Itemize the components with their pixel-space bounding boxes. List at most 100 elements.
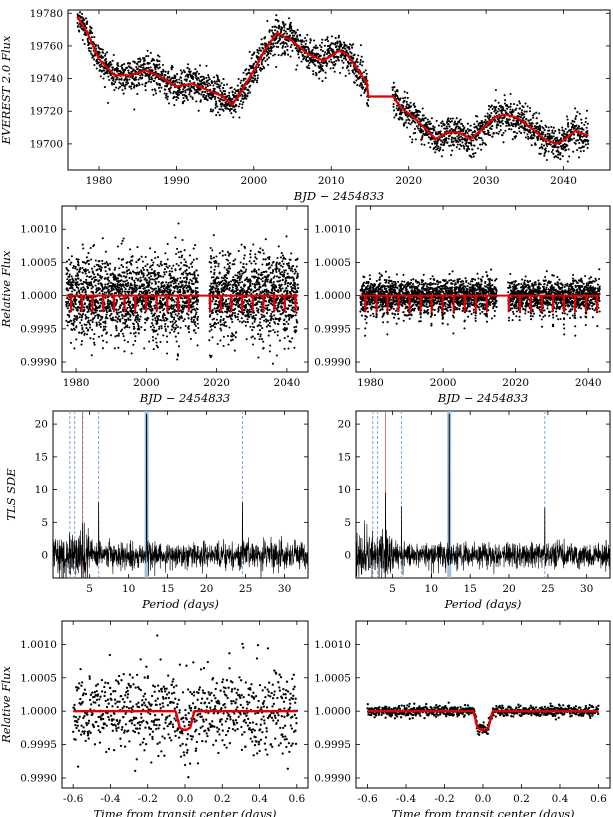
data-point <box>107 75 110 78</box>
data-point <box>505 118 509 121</box>
data-point <box>192 85 195 88</box>
data-point <box>446 120 449 123</box>
data-point <box>138 320 141 323</box>
data-point <box>576 149 579 152</box>
data-point <box>443 123 446 126</box>
data-point <box>145 81 148 84</box>
data-point <box>515 123 518 126</box>
data-point <box>509 102 512 105</box>
data-point <box>297 39 300 42</box>
data-point <box>136 63 139 66</box>
data-point <box>477 134 480 137</box>
data-point <box>470 156 473 159</box>
data-point <box>123 318 126 321</box>
data-point <box>173 318 176 321</box>
data-point <box>544 133 547 136</box>
data-point <box>127 81 130 85</box>
data-point <box>171 66 174 69</box>
data-point <box>546 132 549 135</box>
data-point <box>187 73 190 76</box>
data-point <box>105 287 109 290</box>
data-point <box>466 149 469 152</box>
data-point <box>136 266 139 269</box>
data-point <box>458 147 461 151</box>
data-point <box>100 298 103 301</box>
data-point <box>345 44 348 47</box>
data-point <box>320 61 323 64</box>
data-point <box>66 278 69 281</box>
data-point <box>122 92 125 95</box>
data-point <box>108 78 111 82</box>
data-point <box>348 43 352 46</box>
data-point <box>497 107 500 110</box>
data-point <box>182 96 185 100</box>
data-point <box>279 42 282 45</box>
data-point <box>326 62 329 65</box>
data-point <box>271 31 275 35</box>
data-point <box>142 268 145 271</box>
data-point <box>237 105 240 108</box>
data-point <box>334 43 337 46</box>
data-point <box>109 74 112 77</box>
data-point <box>473 144 476 147</box>
data-point <box>244 96 247 99</box>
axes-frame <box>61 205 309 373</box>
data-point <box>185 272 188 275</box>
data-point <box>254 61 258 64</box>
data-point <box>104 58 108 61</box>
data-point <box>409 123 412 126</box>
data-point <box>134 78 138 81</box>
data-point <box>436 147 439 150</box>
data-point <box>190 311 193 314</box>
data-point <box>306 55 309 58</box>
data-point <box>489 134 492 137</box>
data-point <box>143 59 146 62</box>
data-point <box>195 311 198 314</box>
data-point <box>173 290 176 293</box>
data-point <box>150 282 153 285</box>
data-point <box>79 313 82 316</box>
data-point <box>194 244 197 247</box>
data-point <box>165 94 168 97</box>
data-point <box>525 110 528 113</box>
data-point <box>74 274 78 277</box>
data-point <box>158 291 161 294</box>
data-point <box>184 261 187 264</box>
data-point <box>425 121 428 124</box>
data-point <box>302 40 306 43</box>
data-point <box>523 116 526 119</box>
data-point <box>137 278 140 281</box>
data-point <box>353 72 356 75</box>
data-point <box>306 33 309 36</box>
data-point <box>278 38 282 41</box>
data-point <box>121 64 124 67</box>
data-point <box>321 64 324 68</box>
data-point <box>212 84 215 87</box>
data-point <box>143 328 146 331</box>
data-point <box>431 142 434 145</box>
data-point <box>179 290 182 293</box>
data-point <box>214 106 217 109</box>
data-point <box>129 318 132 321</box>
data-point <box>86 305 89 308</box>
data-point <box>280 54 283 57</box>
data-point <box>87 296 90 299</box>
data-point <box>104 250 107 253</box>
data-point <box>545 158 548 162</box>
data-point <box>177 251 180 254</box>
data-point <box>88 284 91 287</box>
data-point <box>152 348 155 351</box>
data-point <box>509 108 512 111</box>
data-point <box>83 323 86 326</box>
data-point <box>287 17 291 20</box>
data-point <box>209 92 212 95</box>
data-point <box>190 306 193 309</box>
data-point <box>102 325 105 328</box>
data-point <box>566 160 569 163</box>
data-point <box>445 137 448 140</box>
data-point <box>515 107 518 110</box>
data-point <box>195 100 198 103</box>
data-point <box>259 67 262 70</box>
data-point <box>362 71 366 74</box>
data-point <box>172 264 175 267</box>
